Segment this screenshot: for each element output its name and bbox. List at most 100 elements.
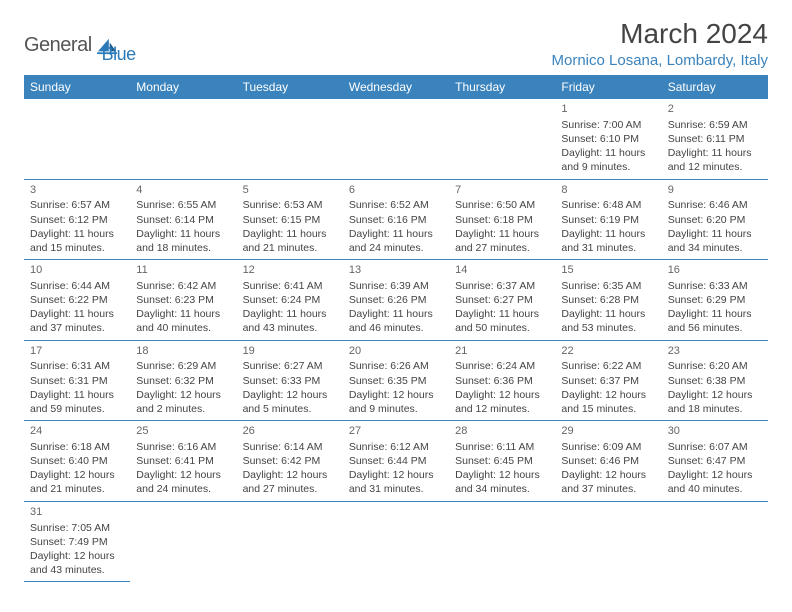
calendar-week: 1Sunrise: 7:00 AMSunset: 6:10 PMDaylight… <box>24 99 768 179</box>
calendar-cell: 10Sunrise: 6:44 AMSunset: 6:22 PMDayligh… <box>24 260 130 341</box>
calendar-cell: 23Sunrise: 6:20 AMSunset: 6:38 PMDayligh… <box>662 340 768 421</box>
calendar-cell: 2Sunrise: 6:59 AMSunset: 6:11 PMDaylight… <box>662 99 768 179</box>
calendar-cell: 26Sunrise: 6:14 AMSunset: 6:42 PMDayligh… <box>237 421 343 502</box>
daylight-text: and 43 minutes. <box>30 563 124 577</box>
day-number: 15 <box>561 263 655 278</box>
sunset-text: Sunset: 6:31 PM <box>30 374 124 388</box>
day-number: 16 <box>668 263 762 278</box>
calendar-cell: 18Sunrise: 6:29 AMSunset: 6:32 PMDayligh… <box>130 340 236 421</box>
brand-blue: Blue <box>102 44 136 65</box>
sunrise-text: Sunrise: 6:24 AM <box>455 359 549 373</box>
sunset-text: Sunset: 6:41 PM <box>136 454 230 468</box>
daylight-text: and 21 minutes. <box>30 482 124 496</box>
sunset-text: Sunset: 6:24 PM <box>243 293 337 307</box>
calendar-cell: 15Sunrise: 6:35 AMSunset: 6:28 PMDayligh… <box>555 260 661 341</box>
day-number: 23 <box>668 344 762 359</box>
sunset-text: Sunset: 6:18 PM <box>455 213 549 227</box>
daylight-text: and 37 minutes. <box>30 321 124 335</box>
day-number: 10 <box>30 263 124 278</box>
sunset-text: Sunset: 6:32 PM <box>136 374 230 388</box>
daylight-text: and 50 minutes. <box>455 321 549 335</box>
month-title: March 2024 <box>552 18 769 50</box>
daylight-text: and 40 minutes. <box>668 482 762 496</box>
daylight-text: Daylight: 12 hours <box>349 468 443 482</box>
sunset-text: Sunset: 6:29 PM <box>668 293 762 307</box>
brand-general: General <box>24 34 92 57</box>
calendar-table: Sunday Monday Tuesday Wednesday Thursday… <box>24 75 768 582</box>
day-header: Tuesday <box>237 75 343 99</box>
calendar-cell <box>130 501 236 582</box>
daylight-text: Daylight: 12 hours <box>243 388 337 402</box>
daylight-text: Daylight: 12 hours <box>136 468 230 482</box>
daylight-text: and 15 minutes. <box>561 402 655 416</box>
calendar-cell: 13Sunrise: 6:39 AMSunset: 6:26 PMDayligh… <box>343 260 449 341</box>
daylight-text: and 21 minutes. <box>243 241 337 255</box>
sunrise-text: Sunrise: 6:29 AM <box>136 359 230 373</box>
sunrise-text: Sunrise: 6:07 AM <box>668 440 762 454</box>
daylight-text: Daylight: 11 hours <box>349 307 443 321</box>
calendar-cell <box>555 501 661 582</box>
sunset-text: Sunset: 6:35 PM <box>349 374 443 388</box>
sunset-text: Sunset: 7:49 PM <box>30 535 124 549</box>
calendar-cell: 25Sunrise: 6:16 AMSunset: 6:41 PMDayligh… <box>130 421 236 502</box>
daylight-text: Daylight: 11 hours <box>243 307 337 321</box>
day-number: 21 <box>455 344 549 359</box>
sunset-text: Sunset: 6:23 PM <box>136 293 230 307</box>
sunset-text: Sunset: 6:47 PM <box>668 454 762 468</box>
sunrise-text: Sunrise: 6:57 AM <box>30 198 124 212</box>
daylight-text: Daylight: 11 hours <box>561 307 655 321</box>
calendar-week: 17Sunrise: 6:31 AMSunset: 6:31 PMDayligh… <box>24 340 768 421</box>
calendar-cell <box>24 99 130 179</box>
calendar-cell <box>237 501 343 582</box>
daylight-text: and 12 minutes. <box>455 402 549 416</box>
sunset-text: Sunset: 6:36 PM <box>455 374 549 388</box>
sunset-text: Sunset: 6:20 PM <box>668 213 762 227</box>
day-header: Monday <box>130 75 236 99</box>
calendar-cell <box>343 501 449 582</box>
day-header: Saturday <box>662 75 768 99</box>
day-number: 13 <box>349 263 443 278</box>
day-number: 25 <box>136 424 230 439</box>
sunset-text: Sunset: 6:38 PM <box>668 374 762 388</box>
sunset-text: Sunset: 6:14 PM <box>136 213 230 227</box>
daylight-text: Daylight: 12 hours <box>136 388 230 402</box>
calendar-cell: 27Sunrise: 6:12 AMSunset: 6:44 PMDayligh… <box>343 421 449 502</box>
calendar-cell: 28Sunrise: 6:11 AMSunset: 6:45 PMDayligh… <box>449 421 555 502</box>
daylight-text: and 34 minutes. <box>668 241 762 255</box>
day-number: 29 <box>561 424 655 439</box>
calendar-cell: 9Sunrise: 6:46 AMSunset: 6:20 PMDaylight… <box>662 179 768 260</box>
daylight-text: Daylight: 11 hours <box>30 388 124 402</box>
calendar-cell: 24Sunrise: 6:18 AMSunset: 6:40 PMDayligh… <box>24 421 130 502</box>
calendar-cell <box>662 501 768 582</box>
calendar-cell: 20Sunrise: 6:26 AMSunset: 6:35 PMDayligh… <box>343 340 449 421</box>
daylight-text: and 37 minutes. <box>561 482 655 496</box>
daylight-text: Daylight: 11 hours <box>668 227 762 241</box>
sunrise-text: Sunrise: 6:11 AM <box>455 440 549 454</box>
title-block: March 2024 Mornico Losana, Lombardy, Ita… <box>552 18 769 69</box>
daylight-text: Daylight: 11 hours <box>30 307 124 321</box>
calendar-cell: 16Sunrise: 6:33 AMSunset: 6:29 PMDayligh… <box>662 260 768 341</box>
calendar-cell: 17Sunrise: 6:31 AMSunset: 6:31 PMDayligh… <box>24 340 130 421</box>
day-number: 24 <box>30 424 124 439</box>
daylight-text: Daylight: 12 hours <box>455 468 549 482</box>
daylight-text: Daylight: 11 hours <box>455 227 549 241</box>
daylight-text: and 9 minutes. <box>349 402 443 416</box>
sunset-text: Sunset: 6:19 PM <box>561 213 655 227</box>
calendar-cell: 21Sunrise: 6:24 AMSunset: 6:36 PMDayligh… <box>449 340 555 421</box>
calendar-cell: 30Sunrise: 6:07 AMSunset: 6:47 PMDayligh… <box>662 421 768 502</box>
sunset-text: Sunset: 6:26 PM <box>349 293 443 307</box>
calendar-cell: 22Sunrise: 6:22 AMSunset: 6:37 PMDayligh… <box>555 340 661 421</box>
daylight-text: and 15 minutes. <box>30 241 124 255</box>
daylight-text: and 46 minutes. <box>349 321 443 335</box>
calendar-cell: 6Sunrise: 6:52 AMSunset: 6:16 PMDaylight… <box>343 179 449 260</box>
day-number: 6 <box>349 183 443 198</box>
sunset-text: Sunset: 6:27 PM <box>455 293 549 307</box>
day-header-row: Sunday Monday Tuesday Wednesday Thursday… <box>24 75 768 99</box>
daylight-text: and 12 minutes. <box>668 160 762 174</box>
sunrise-text: Sunrise: 6:33 AM <box>668 279 762 293</box>
day-header: Wednesday <box>343 75 449 99</box>
daylight-text: Daylight: 11 hours <box>561 146 655 160</box>
daylight-text: and 18 minutes. <box>668 402 762 416</box>
daylight-text: Daylight: 11 hours <box>561 227 655 241</box>
sunset-text: Sunset: 6:12 PM <box>30 213 124 227</box>
